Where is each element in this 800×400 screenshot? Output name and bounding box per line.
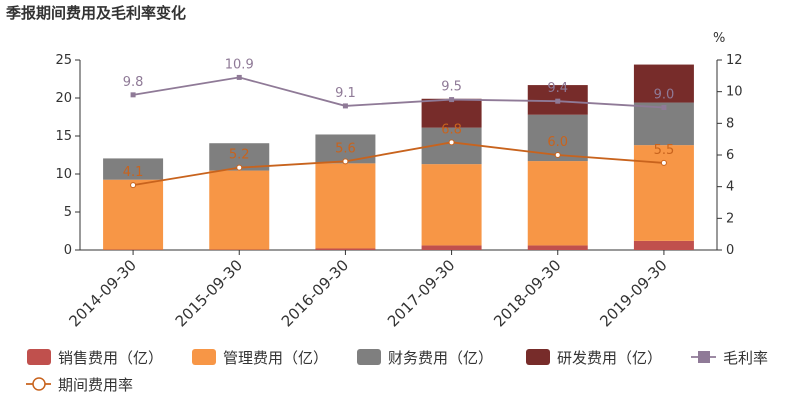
left-tick-label: 20 xyxy=(55,91,72,106)
series-point xyxy=(660,159,667,166)
chart-title: 季报期间费用及毛利率变化 xyxy=(6,4,187,22)
series-point xyxy=(236,164,243,171)
left-tick-label: 25 xyxy=(55,53,72,68)
bar-segment xyxy=(315,163,376,249)
data-label: 5.5 xyxy=(654,143,675,158)
data-label: 5.2 xyxy=(229,148,250,163)
data-label: 6.0 xyxy=(547,135,568,150)
legend-swatch xyxy=(357,349,381,365)
bar-segment xyxy=(103,158,164,180)
legend-label: 研发费用（亿） xyxy=(557,349,662,367)
bar-segment xyxy=(421,98,482,128)
lines xyxy=(130,74,667,189)
series-point xyxy=(448,139,455,146)
left-tick-label: 10 xyxy=(55,167,72,182)
bar-segment xyxy=(209,170,270,250)
series-point xyxy=(555,98,561,104)
right-tick-label: 4 xyxy=(726,180,734,195)
data-label: 9.4 xyxy=(547,81,568,96)
left-tick-label: 15 xyxy=(55,129,72,144)
left-tick-label: 0 xyxy=(64,243,72,258)
x-tick-label: 2017-09-30 xyxy=(384,256,458,330)
bar-segment xyxy=(421,164,482,246)
data-label: 9.8 xyxy=(123,75,144,90)
data-labels: 9.8 10.9 9.1 9.5 9.4 9.0 4.1 5.2 5.6 6.8 6.0 5.5 xyxy=(123,57,675,180)
bars xyxy=(103,64,694,250)
data-label: 5.6 xyxy=(335,141,356,156)
bar-segment xyxy=(527,245,588,250)
right-tick-label: 0 xyxy=(726,243,734,258)
series-point xyxy=(342,103,348,109)
bar-segment xyxy=(527,161,588,246)
bar-segment xyxy=(315,248,376,250)
right-axis-unit: % xyxy=(713,31,725,46)
bar-segment xyxy=(103,179,164,250)
right-tick-label: 10 xyxy=(726,85,743,100)
bar-segment xyxy=(421,245,482,250)
x-tick-label: 2019-09-30 xyxy=(596,256,670,330)
legend-label: 管理费用（亿） xyxy=(223,349,328,367)
series-line xyxy=(132,76,664,109)
series-line xyxy=(132,141,664,186)
left-tick-label: 5 xyxy=(64,205,72,220)
right-tick-label: 12 xyxy=(726,53,743,68)
legend-marker xyxy=(698,351,710,363)
data-label: 9.1 xyxy=(335,86,356,101)
x-tick-label: 2015-09-30 xyxy=(172,256,246,330)
series-point xyxy=(449,97,455,103)
legend-swatch xyxy=(192,349,216,365)
right-tick-label: 8 xyxy=(726,116,734,131)
legend-swatch xyxy=(526,349,550,365)
data-label: 4.1 xyxy=(123,165,144,180)
right-tick-label: 2 xyxy=(726,211,734,226)
bar-segment xyxy=(633,145,694,241)
series-point xyxy=(661,105,667,110)
legend-swatch xyxy=(27,349,51,365)
data-label: 9.5 xyxy=(441,80,462,95)
series-point xyxy=(554,152,561,158)
legend-label: 毛利率 xyxy=(723,349,768,367)
x-tick-label: 2016-09-30 xyxy=(278,256,352,330)
series-point xyxy=(236,74,242,80)
bar-segment xyxy=(633,64,694,103)
legend-label: 期间费用率 xyxy=(58,376,133,394)
data-label: 9.0 xyxy=(654,88,675,103)
series-point xyxy=(342,158,349,165)
data-label: 6.8 xyxy=(441,122,462,137)
bar-segment xyxy=(633,240,694,250)
right-tick-label: 6 xyxy=(726,148,734,163)
legend-label: 销售费用（亿） xyxy=(58,349,163,367)
legend-marker xyxy=(32,377,46,391)
series-point xyxy=(130,92,136,98)
x-tick-label: 2014-09-30 xyxy=(66,256,140,330)
data-label: 10.9 xyxy=(225,57,254,72)
legend-label: 财务费用（亿） xyxy=(388,349,493,367)
x-tick-label: 2018-09-30 xyxy=(490,256,564,330)
series-point xyxy=(130,182,137,189)
